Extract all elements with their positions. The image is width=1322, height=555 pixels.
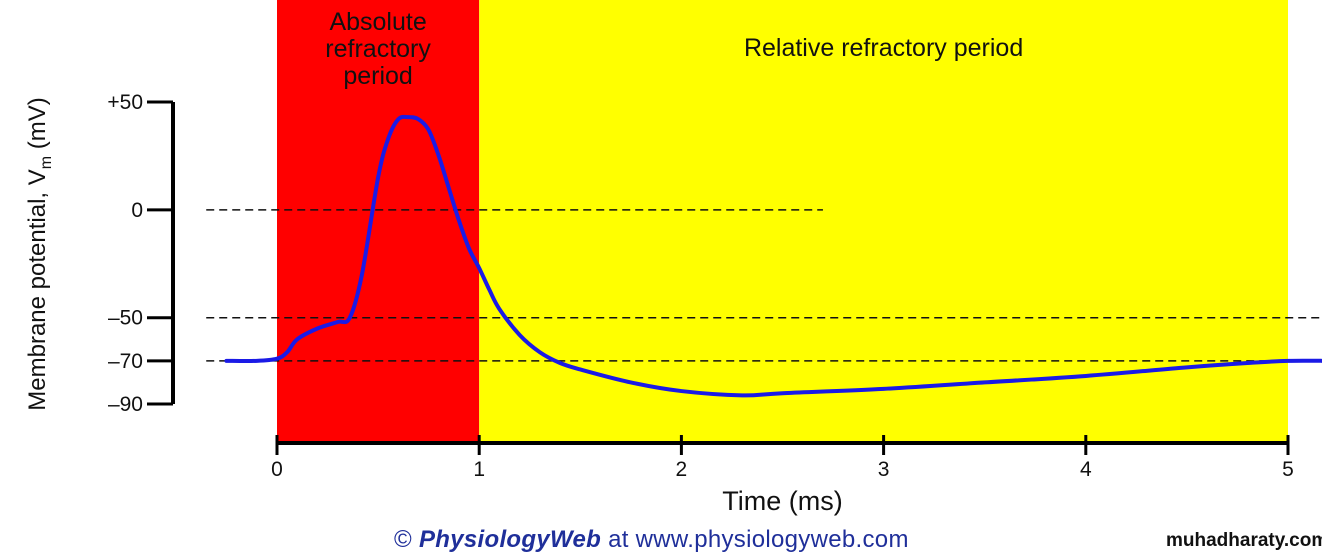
region-label: Relative refractory period [744, 34, 1023, 62]
credit-site: at www.physiologyweb.com [601, 526, 909, 553]
copyright-symbol: © [394, 526, 412, 553]
y-tick-label: –50 [108, 307, 143, 330]
copyright-credit: © PhysiologyWeb at www.physiologyweb.com [394, 526, 909, 554]
y-tick-label: +50 [107, 91, 143, 114]
x-tick-label: 5 [1282, 458, 1294, 481]
x-tick-label: 4 [1080, 458, 1092, 481]
y-tick-label: –90 [108, 393, 143, 416]
x-tick-label: 2 [676, 458, 688, 481]
y-axis-label: Membrane potential, Vm (mV) [24, 97, 55, 410]
x-tick-label: 1 [473, 458, 485, 481]
x-tick-label: 0 [271, 458, 283, 481]
watermark: muhadharaty.com [1166, 530, 1322, 551]
region-label: Absolute [329, 8, 426, 36]
region-label: refractory [325, 35, 431, 63]
series-layer [224, 114, 1322, 398]
credit-brand: PhysiologyWeb [418, 526, 602, 553]
region-label: period [343, 62, 413, 90]
membrane-potential-line [224, 114, 1322, 398]
reference-lines [206, 209, 1322, 362]
refractory-regions [277, 0, 1288, 443]
x-axis-label: Time (ms) [722, 486, 842, 516]
region-0 [277, 0, 480, 443]
y-tick-label: –70 [108, 350, 143, 373]
x-tick-label: 3 [878, 458, 890, 481]
y-tick-label: 0 [131, 199, 143, 222]
axes [147, 100, 1290, 455]
